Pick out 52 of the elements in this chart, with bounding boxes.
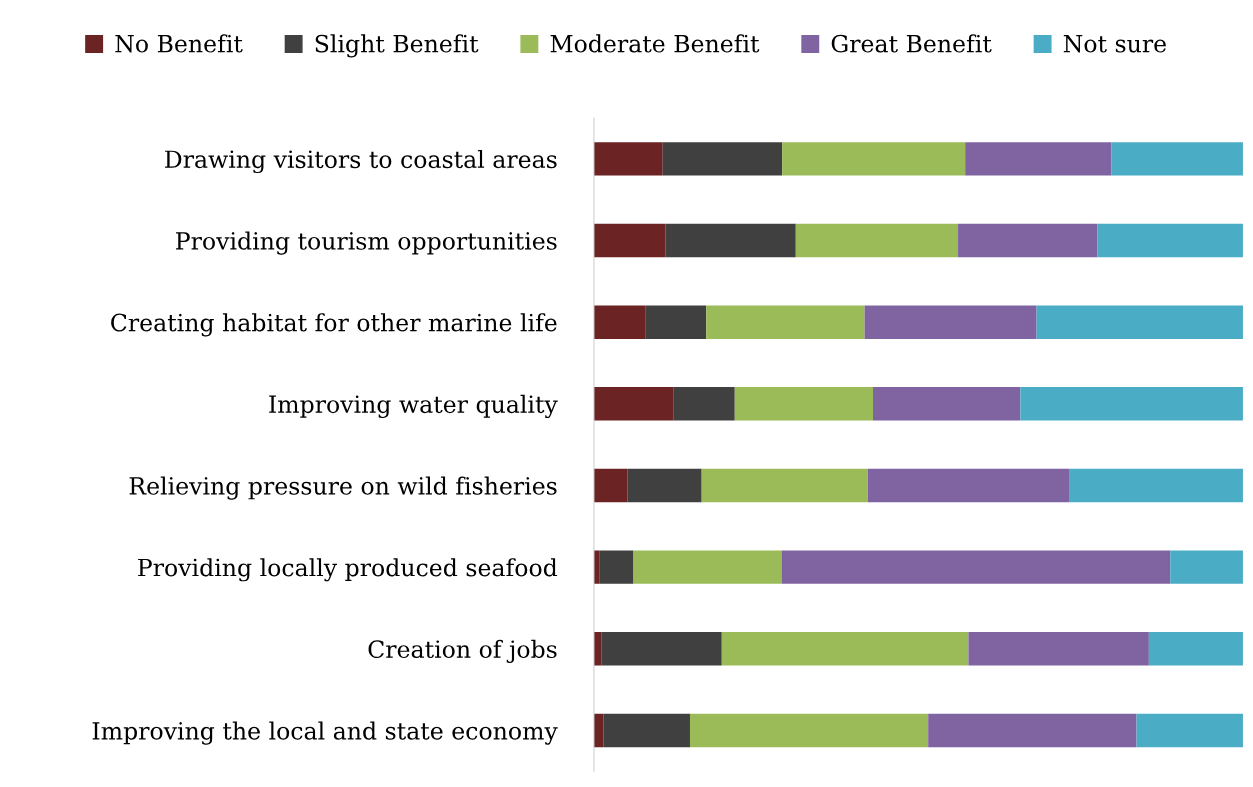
bar: [689, 713, 929, 748]
bar: [864, 305, 1037, 339]
y-tick-label: Providing tourism opportunities: [176, 231, 557, 255]
bar: [603, 713, 690, 748]
bar: [734, 387, 874, 421]
y-tick-label: Improving water quality: [269, 394, 558, 419]
bar: [662, 142, 783, 176]
bar: [673, 387, 735, 421]
bar: [958, 223, 1098, 258]
bar: [593, 142, 663, 176]
bar: [593, 305, 646, 339]
y-tick-label: Improving the local and state economy: [92, 721, 558, 745]
bar: [1136, 713, 1243, 748]
bar: [1069, 468, 1243, 503]
bar: [599, 550, 634, 584]
bar: [873, 387, 1021, 421]
bar: [965, 142, 1112, 176]
bar: [633, 550, 782, 584]
bar: [781, 550, 1171, 584]
bar: [1036, 305, 1243, 339]
y-tick-label: Drawing visitors to coastal areas: [165, 149, 557, 174]
bar: [928, 713, 1137, 748]
legend-label: Slight Benefit: [315, 34, 479, 58]
bar: [1111, 142, 1243, 176]
bar: [593, 713, 604, 748]
legend-label: Moderate Benefit: [550, 34, 760, 53]
bar: [645, 305, 707, 339]
bar: [782, 142, 966, 176]
bar: [593, 387, 674, 421]
bar: [593, 468, 628, 503]
y-tick-label: Creation of jobs: [368, 639, 557, 663]
bar: [593, 223, 666, 258]
y-tick-label: Providing locally produced seafood: [138, 558, 558, 582]
bar: [627, 468, 702, 503]
y-tick-label: Creating habitat for other marine life: [111, 313, 557, 337]
y-tick-label: Relieving pressure on wild fisheries: [129, 476, 557, 500]
legend-label: No Benefit: [115, 34, 243, 53]
bar: [1148, 632, 1243, 666]
legend-label: Great Benefit: [831, 34, 992, 53]
legend-label: Not sure: [1063, 34, 1166, 53]
bar: [1020, 387, 1243, 421]
bar: [1097, 223, 1243, 258]
bar: [721, 632, 969, 666]
bar: [1170, 550, 1243, 584]
bar: [701, 468, 868, 503]
bar: [706, 305, 865, 339]
bar: [665, 223, 796, 258]
bar: [795, 223, 959, 258]
bar: [593, 632, 602, 666]
bar: [968, 632, 1149, 666]
bar: [867, 468, 1070, 503]
bar: [601, 632, 722, 666]
